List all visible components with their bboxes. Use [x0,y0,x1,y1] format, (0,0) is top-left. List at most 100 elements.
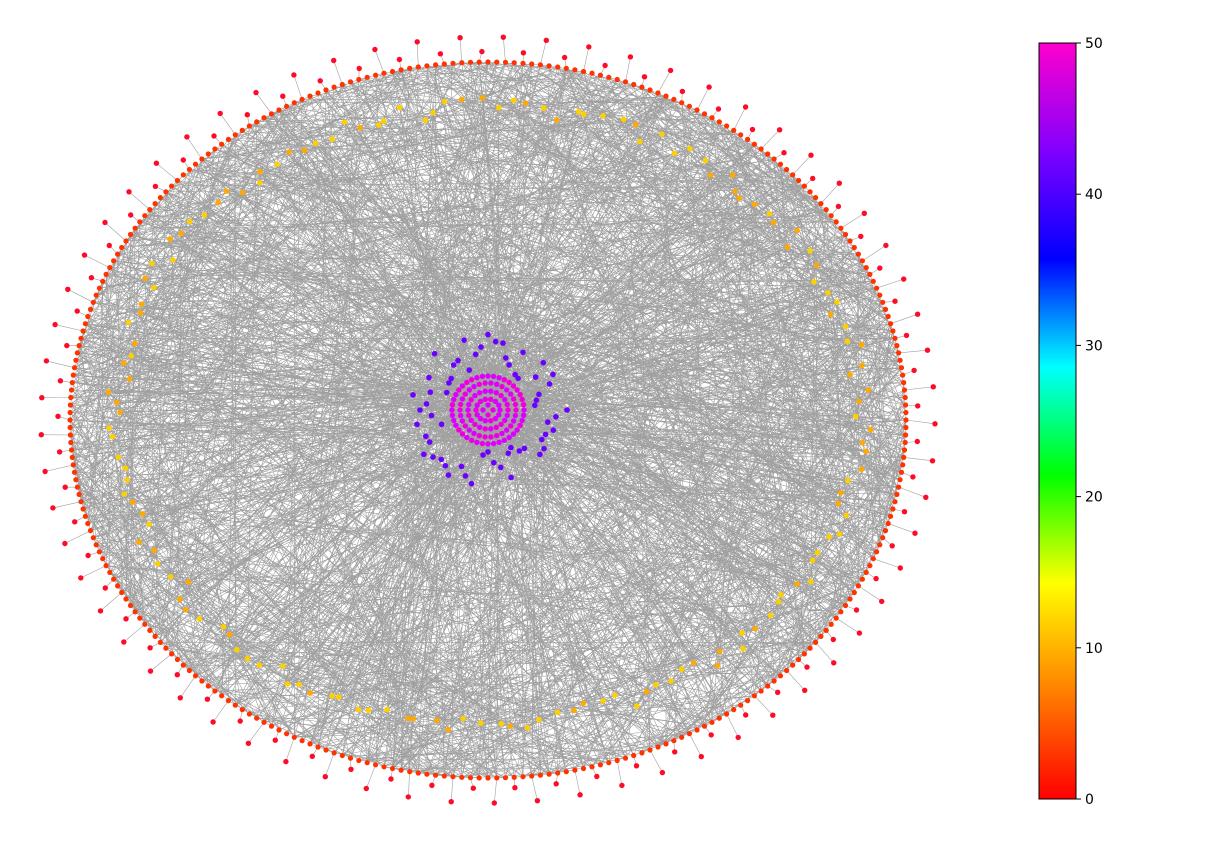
graph-node-outer-ring [284,731,290,737]
graph-node-outer-ring [100,556,106,562]
graph-node-center-core [485,412,491,418]
graph-node-outer-ring [212,688,218,694]
graph-node-outer-ring [381,764,387,770]
graph-node-outer-spikes [74,308,80,314]
graph-node-outer-spikes [448,799,454,805]
graph-node-center-core [517,422,523,429]
graph-node-outer-ring [614,757,620,764]
graph-node-outer-ring [828,621,834,627]
graph-node-outer-ring [307,741,313,747]
graph-node-outer-spikes [52,321,58,328]
graph-node-center-core [451,417,457,424]
graph-node-outer-ring [67,409,73,416]
graph-node-middle-ring [767,612,774,619]
graph-node-outer-ring [71,469,78,475]
graph-node-center-core [477,415,484,422]
graph-node-center-fringe [458,463,465,470]
graph-node-outer-ring [192,161,199,167]
graph-node-middle-ring [843,512,850,519]
graph-node-middle-ring [575,108,582,115]
graph-node-outer-ring [614,76,620,83]
graph-node-outer-ring [205,683,211,689]
graph-node-outer-ring [537,62,544,68]
graph-node-middle-ring [637,138,643,145]
graph-node-outer-spikes [272,737,278,743]
graph-node-outer-spikes [204,696,211,702]
graph-node-outer-ring [225,136,231,142]
graph-node-center-fringe [421,451,427,458]
graph-node-outer-spikes [930,384,936,390]
graph-node-outer-ring [407,769,413,775]
graph-node-middle-ring [234,646,240,653]
graph-node-outer-spikes [56,449,63,455]
graph-node-center-fringe [480,452,486,458]
graph-node-center-fringe [438,456,445,463]
graph-node-outer-ring [716,119,722,125]
graph-node-middle-ring [286,149,292,155]
graph-node-outer-spikes [317,78,323,84]
graph-node-outer-ring [671,738,677,744]
graph-node-middle-ring [422,117,429,123]
graph-node-outer-spikes [396,56,403,63]
graph-node-outer-spikes [770,712,776,718]
graph-node-outer-spikes [123,616,129,622]
graph-node-outer-ring [502,775,509,781]
graph-node-outer-ring [807,189,813,195]
graph-node-outer-ring [76,343,82,349]
graph-node-outer-ring [903,424,909,431]
graph-node-outer-ring [663,741,669,747]
graph-node-outer-spikes [174,672,180,678]
graph-node-middle-ring [312,140,319,147]
graph-node-center-core [488,434,494,440]
graph-node-outer-ring [96,285,102,291]
graph-node-center-fringe [545,419,551,425]
graph-node-center-fringe [450,362,457,368]
graph-node-outer-spikes [708,732,714,738]
graph-node-middle-ring [434,717,440,724]
graph-node-outer-ring [838,609,844,615]
graph-node-center-fringe [508,474,514,481]
graph-node-outer-ring [897,357,903,363]
graph-node-outer-spikes [742,104,749,110]
graph-node-outer-ring [199,156,205,162]
graph-node-outer-ring [389,68,396,75]
graph-node-outer-ring [790,172,796,178]
graph-node-outer-spikes [88,275,95,281]
graph-node-center-core [510,396,517,402]
graph-node-middle-ring [441,98,448,105]
graph-node-outer-ring [606,74,612,80]
graph-node-outer-ring [701,111,708,117]
graph-node-outer-ring [686,103,693,109]
graph-node-outer-ring [433,772,439,778]
graph-node-outer-ring [679,734,685,740]
graph-node-outer-ring [119,244,125,251]
graph-node-outer-ring [441,61,447,67]
graph-node-center-core [480,407,486,413]
graph-node-middle-ring [716,648,723,655]
graph-node-outer-ring [663,93,669,99]
graph-node-middle-ring [511,97,517,104]
graph-node-center-core [482,434,488,440]
graph-node-outer-ring [90,535,96,541]
graph-node-center-core [488,380,494,386]
graph-node-center-core [520,402,527,408]
graph-node-outer-ring [347,755,354,761]
graph-node-outer-ring [67,417,73,423]
graph-node-outer-ring [896,350,902,356]
graph-node-outer-ring [68,394,74,401]
graph-node-middle-ring [279,663,286,669]
graph-node-outer-spikes [211,133,217,139]
graph-node-middle-ring [751,201,758,208]
graph-node-outer-ring [511,774,517,780]
graph-node-outer-spikes [715,106,722,112]
graph-node-outer-ring [647,87,653,93]
graph-node-middle-ring [729,172,736,178]
graph-node-outer-ring [415,770,421,776]
graph-node-middle-ring [856,398,862,405]
graph-node-middle-ring [170,257,176,263]
graph-node-outer-spikes [883,242,889,249]
graph-node-outer-spikes [858,233,864,240]
graph-node-outer-spikes [889,543,895,549]
graph-node-outer-ring [888,513,894,519]
graph-node-middle-ring [336,694,342,700]
